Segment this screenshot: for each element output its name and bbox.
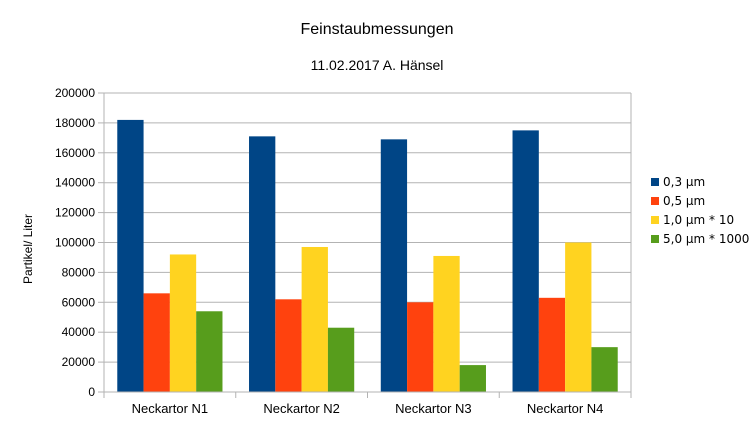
bar xyxy=(327,327,355,392)
bar xyxy=(565,242,592,392)
y-tick-label: 40000 xyxy=(62,325,96,339)
legend-label: 0,3 µm xyxy=(663,175,705,189)
bar xyxy=(380,139,408,392)
y-axis-label: Partikel/ Liter xyxy=(21,214,35,284)
y-tick-label: 120000 xyxy=(55,206,95,220)
legend-swatch xyxy=(651,216,659,224)
y-tick-label: 80000 xyxy=(62,265,96,279)
bar xyxy=(301,246,328,392)
chart-title: Feinstaubmessungen xyxy=(301,21,454,38)
legend-swatch xyxy=(651,197,659,205)
y-tick-label: 20000 xyxy=(62,355,96,369)
legend-label: 1,0 µm * 10 xyxy=(663,213,734,227)
x-tick-label: Neckartor N3 xyxy=(395,401,472,416)
legend-swatch xyxy=(651,235,659,243)
x-tick-label: Neckartor N1 xyxy=(132,401,209,416)
bar xyxy=(196,311,223,392)
bar xyxy=(275,299,302,392)
y-tick-label: 160000 xyxy=(55,146,95,160)
legend-label: 5,0 µm * 1000 xyxy=(663,232,749,246)
bar xyxy=(433,255,460,392)
chart-subtitle: 11.02.2017 A. Hänsel xyxy=(311,57,444,73)
bar xyxy=(512,130,539,392)
y-tick-label: 180000 xyxy=(55,116,95,130)
y-tick-label: 200000 xyxy=(55,86,95,100)
bars xyxy=(117,119,618,392)
axes: 0 20000 40000 60000 80000 100000 120000 140000 1… xyxy=(55,86,632,416)
x-tick-label: Neckartor N2 xyxy=(263,401,340,416)
legend-label: 0,5 µm xyxy=(663,194,705,208)
bar xyxy=(538,297,566,392)
bar xyxy=(117,119,144,392)
y-tick-label: 0 xyxy=(88,385,95,399)
bar xyxy=(407,302,434,392)
bar xyxy=(249,136,276,392)
x-tick-label: Neckartor N4 xyxy=(527,401,604,416)
bar xyxy=(459,365,486,392)
bar xyxy=(591,347,618,392)
bar xyxy=(143,293,170,392)
legend: 0,3 µm 0,5 µm 1,0 µm * 10 5,0 µm * 1000 xyxy=(651,175,749,246)
y-tick-label: 100000 xyxy=(55,236,95,250)
legend-swatch xyxy=(651,178,659,186)
bar xyxy=(169,254,197,392)
y-tick-label: 60000 xyxy=(62,295,96,309)
y-tick-label: 140000 xyxy=(55,176,95,190)
